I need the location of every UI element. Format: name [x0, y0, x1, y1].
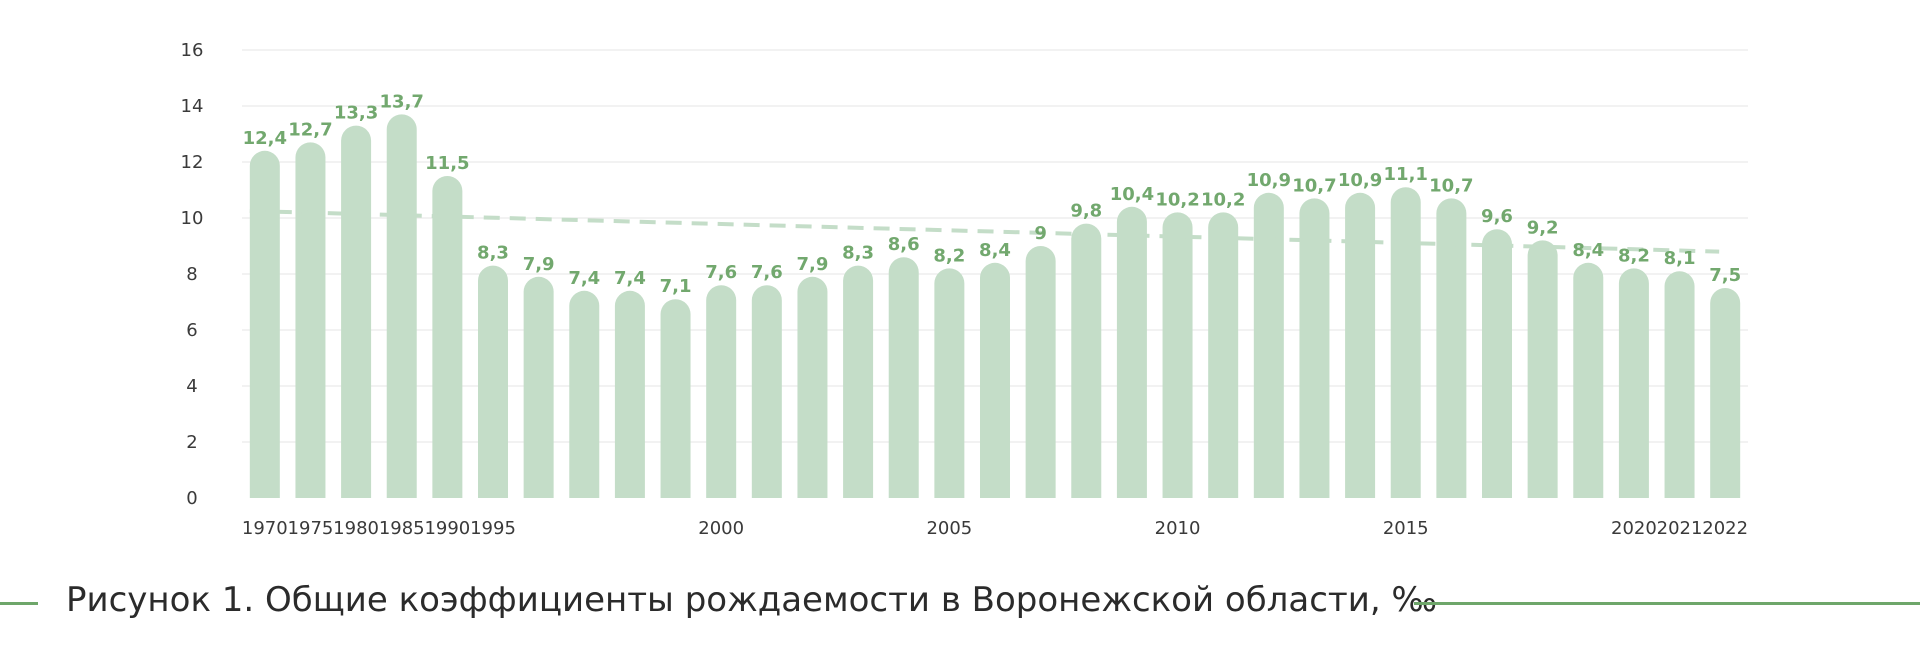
- caption-rule-left: [0, 602, 38, 605]
- value-label: 8,4: [1572, 240, 1604, 261]
- bar: [1162, 212, 1193, 498]
- y-axis-ticks: 0 2 4 6 8 10 12 14 16: [181, 40, 204, 509]
- value-label: 12,7: [288, 119, 332, 140]
- bar: [1436, 198, 1467, 498]
- value-label: 10,2: [1155, 189, 1199, 210]
- bar: [569, 290, 600, 498]
- y-tick-label: 6: [186, 320, 197, 341]
- bar: [341, 125, 372, 498]
- value-label: 7,1: [660, 276, 692, 297]
- bar: [249, 150, 280, 498]
- bar: [843, 265, 874, 498]
- x-tick-label: 2015: [1383, 518, 1429, 539]
- value-label: 10,9: [1338, 170, 1382, 191]
- value-label: 8,1: [1664, 248, 1696, 269]
- bar: [1527, 240, 1558, 498]
- bar: [478, 265, 508, 498]
- value-label: 9,2: [1527, 217, 1559, 238]
- bar: [1482, 229, 1512, 498]
- x-tick-label: 1980: [333, 518, 379, 539]
- bar: [432, 176, 463, 498]
- bar: [523, 276, 554, 498]
- value-label: 9: [1034, 223, 1047, 244]
- bar: [614, 290, 645, 498]
- bar: [751, 285, 782, 498]
- birth-rate-chart: 0 2 4 6 8 10 12 14 16 12,4 12,713,313,7 11,5 8,3 7,9…: [181, 40, 1749, 539]
- bar: [1390, 187, 1421, 498]
- value-label: 7,9: [797, 254, 829, 275]
- bar: [888, 257, 919, 498]
- value-label: 8,2: [1618, 245, 1650, 266]
- bar: [1618, 268, 1649, 498]
- x-tick-label: 1995: [470, 518, 516, 539]
- bar: [386, 114, 417, 498]
- bar: [1299, 198, 1330, 498]
- value-label: 11,5: [425, 153, 469, 174]
- bar: [934, 268, 965, 498]
- bar: [1573, 262, 1604, 498]
- value-label: 7,6: [705, 262, 737, 283]
- value-label: 11,1: [1384, 164, 1428, 185]
- bar: [1071, 223, 1102, 498]
- x-tick-label: 2000: [698, 518, 744, 539]
- value-label: 7,6: [751, 262, 783, 283]
- value-label: 10,9: [1247, 170, 1291, 191]
- x-tick-label: 2021: [1657, 518, 1703, 539]
- bar: [797, 276, 828, 498]
- bar: [980, 262, 1010, 498]
- value-label: 7,9: [523, 254, 555, 275]
- value-label: 10,4: [1110, 184, 1154, 205]
- figure-caption: Рисунок 1. Общие коэффициенты рождаемост…: [66, 580, 1438, 620]
- bar: [660, 299, 691, 498]
- bar: [1710, 288, 1741, 498]
- y-tick-label: 12: [181, 152, 204, 173]
- bars: [249, 114, 1741, 498]
- bar: [1208, 212, 1239, 498]
- trendline: [249, 209, 1720, 254]
- figure-caption-area: Рисунок 1. Общие коэффициенты рождаемост…: [0, 572, 1920, 632]
- y-tick-label: 10: [181, 208, 204, 229]
- caption-rule-right: [1414, 602, 1920, 605]
- value-label: 9,6: [1481, 206, 1513, 227]
- value-label: 13,3: [334, 103, 378, 124]
- value-label: 7,4: [568, 268, 600, 289]
- value-label: 9,8: [1070, 201, 1102, 222]
- x-tick-label: 2010: [1155, 518, 1201, 539]
- y-tick-label: 14: [181, 96, 204, 117]
- value-label: 7,5: [1709, 265, 1741, 286]
- value-label: 8,4: [979, 240, 1011, 261]
- bar: [1345, 192, 1376, 498]
- bar: [1025, 246, 1056, 498]
- x-tick-label: 1990: [424, 518, 470, 539]
- x-tick-label: 2005: [926, 518, 972, 539]
- x-axis-ticks: 1970 1975 1980 1985 1990 1995 2000 2005 2010 2015…: [242, 518, 1748, 539]
- y-tick-label: 4: [186, 376, 197, 397]
- value-label: 10,7: [1292, 175, 1336, 196]
- y-tick-label: 2: [186, 432, 197, 453]
- value-label: 8,6: [888, 234, 920, 255]
- value-label: 10,7: [1429, 175, 1473, 196]
- bar: [1253, 192, 1284, 498]
- x-tick-label: 2022: [1702, 518, 1748, 539]
- value-label: 13,7: [380, 91, 424, 112]
- value-label: 12,4: [243, 128, 287, 149]
- trendline-path: [249, 209, 1720, 254]
- value-label: 8,2: [933, 245, 965, 266]
- x-tick-label: 1975: [288, 518, 334, 539]
- bar: [295, 142, 326, 498]
- x-tick-label: 2020: [1611, 518, 1657, 539]
- bar: [1664, 271, 1695, 498]
- value-label: 10,2: [1201, 189, 1245, 210]
- y-tick-label: 0: [186, 488, 197, 509]
- x-tick-label: 1985: [379, 518, 425, 539]
- x-tick-label: 1970: [242, 518, 288, 539]
- value-label: 7,4: [614, 268, 646, 289]
- y-tick-label: 8: [186, 264, 197, 285]
- value-labels: 12,4 12,713,313,7 11,5 8,3 7,9 7,4 7,4 7,1 7,6 7,…: [243, 91, 1742, 297]
- value-label: 8,3: [477, 243, 509, 264]
- bar: [706, 285, 737, 498]
- y-tick-label: 16: [181, 40, 204, 61]
- bar: [1116, 206, 1147, 498]
- value-label: 8,3: [842, 243, 874, 264]
